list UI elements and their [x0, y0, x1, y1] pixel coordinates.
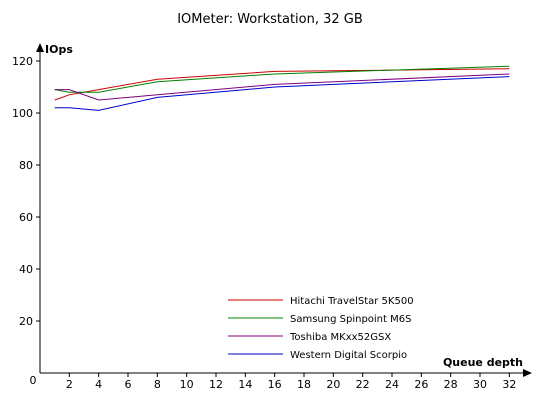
series-line-4 [54, 76, 510, 111]
series-line-1 [54, 68, 510, 101]
y-axis-label: IOps [45, 43, 73, 56]
x-tick-label: 14 [238, 378, 252, 391]
y-tick-label: 100 [12, 107, 33, 120]
x-axis-label: Queue depth [443, 356, 523, 369]
x-tick-label: 32 [502, 378, 516, 391]
x-tick-label: 22 [356, 378, 370, 391]
x-axis-arrow [523, 369, 532, 377]
axes: IOps Queue depth 0 [30, 43, 532, 387]
series-line-2 [54, 65, 510, 93]
x-tick-label: 20 [326, 378, 340, 391]
x-tick-label: 12 [209, 378, 223, 391]
y-tick-label: 120 [12, 55, 33, 68]
x-tick-label: 24 [385, 378, 399, 391]
x-tick-label: 16 [268, 378, 282, 391]
x-tick-label: 6 [125, 378, 132, 391]
series-line-3 [54, 73, 510, 101]
x-tick-label: 26 [414, 378, 428, 391]
y-tick-label: 80 [19, 159, 33, 172]
x-tick-label: 4 [95, 378, 102, 391]
chart-title: IOMeter: Workstation, 32 GB [177, 12, 363, 27]
x-tick-label: 18 [297, 378, 311, 391]
series-group [54, 65, 510, 111]
tick-group: 2 4 6 8 10 12 14 16 18 20 22 24 26 28 30 32204060801001… [12, 55, 516, 391]
y-axis-arrow [36, 43, 44, 52]
x-tick-label: 10 [180, 378, 194, 391]
legend-label-1: Hitachi TravelStar 5K500 [290, 296, 414, 307]
y-tick-label: 20 [19, 315, 33, 328]
x-tick-label: 28 [444, 378, 458, 391]
legend-label-4: Western Digital Scorpio [290, 350, 407, 361]
legend-label-3: Toshiba MKxx52GSX [289, 332, 391, 343]
origin-label: 0 [30, 374, 37, 387]
x-tick-label: 30 [473, 378, 487, 391]
x-tick-label: 2 [66, 378, 73, 391]
y-tick-label: 40 [19, 263, 33, 276]
legend-label-2: Samsung Spinpoint M6S [290, 314, 411, 325]
legend: Hitachi TravelStar 5K500 Samsung Spinpoin… [228, 296, 414, 361]
x-tick-label: 8 [154, 378, 161, 391]
legend-box [222, 290, 422, 366]
y-tick-label: 60 [19, 211, 33, 224]
